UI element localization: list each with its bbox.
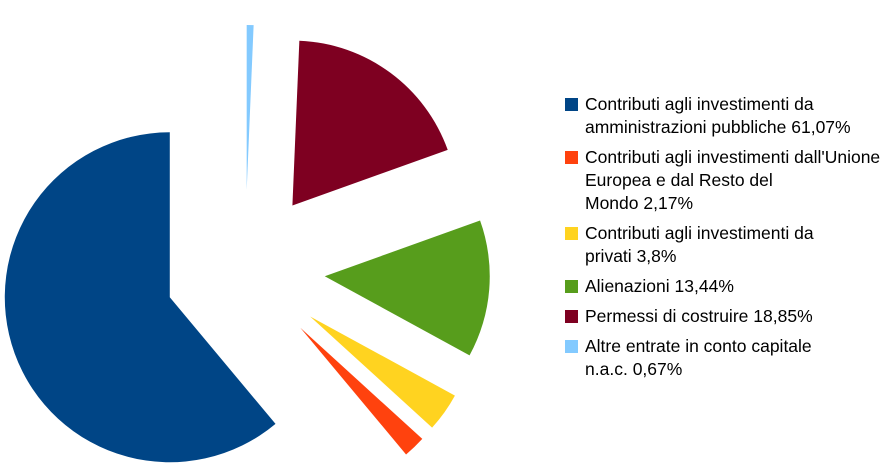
pie-slice (292, 40, 448, 206)
pie-slice (310, 316, 455, 428)
legend-label: Contributi agli investimenti dall'Unione… (585, 147, 881, 213)
legend-label: Altre entrate in conto capitale n.a.c. (585, 336, 812, 379)
legend-item: Contributi agli investimenti da amminist… (563, 93, 881, 139)
legend-item: Contributi agli investimenti da privati 3… (563, 222, 881, 268)
legend-item: Altre entrate in conto capitale n.a.c. 0,… (563, 335, 881, 381)
pie-slice (324, 220, 490, 356)
pie-slice (300, 327, 423, 455)
legend-swatch (565, 340, 578, 353)
legend-item: Contributi agli investimenti dall'Unione… (563, 146, 881, 215)
legend-item: Alienazioni 13,44% (563, 275, 881, 298)
legend-value: 61,07% (791, 117, 851, 137)
legend-label: Alienazioni (585, 276, 670, 296)
pie-area (4, 25, 490, 463)
pie-slice (246, 25, 254, 191)
legend-value: 2,17% (643, 193, 694, 213)
legend-value: 13,44% (674, 276, 734, 296)
legend-swatch (565, 280, 578, 293)
legend-value: 18,85% (753, 306, 813, 326)
legend-swatch (565, 310, 578, 323)
legend-value: 3,8% (636, 246, 677, 266)
legend-swatch (565, 227, 578, 240)
legend: Contributi agli investimenti da amminist… (563, 93, 881, 388)
legend-item: Permessi di costruire 18,85% (563, 305, 881, 328)
legend-label: Contributi agli investimenti da amminist… (585, 94, 814, 137)
legend-swatch (565, 98, 578, 111)
legend-label: Permessi di costruire (585, 306, 749, 326)
legend-swatch (565, 151, 578, 164)
legend-value: 0,67% (632, 359, 683, 379)
legend-label: Contributi agli investimenti da privati (585, 223, 814, 266)
pie-slice (4, 132, 276, 463)
